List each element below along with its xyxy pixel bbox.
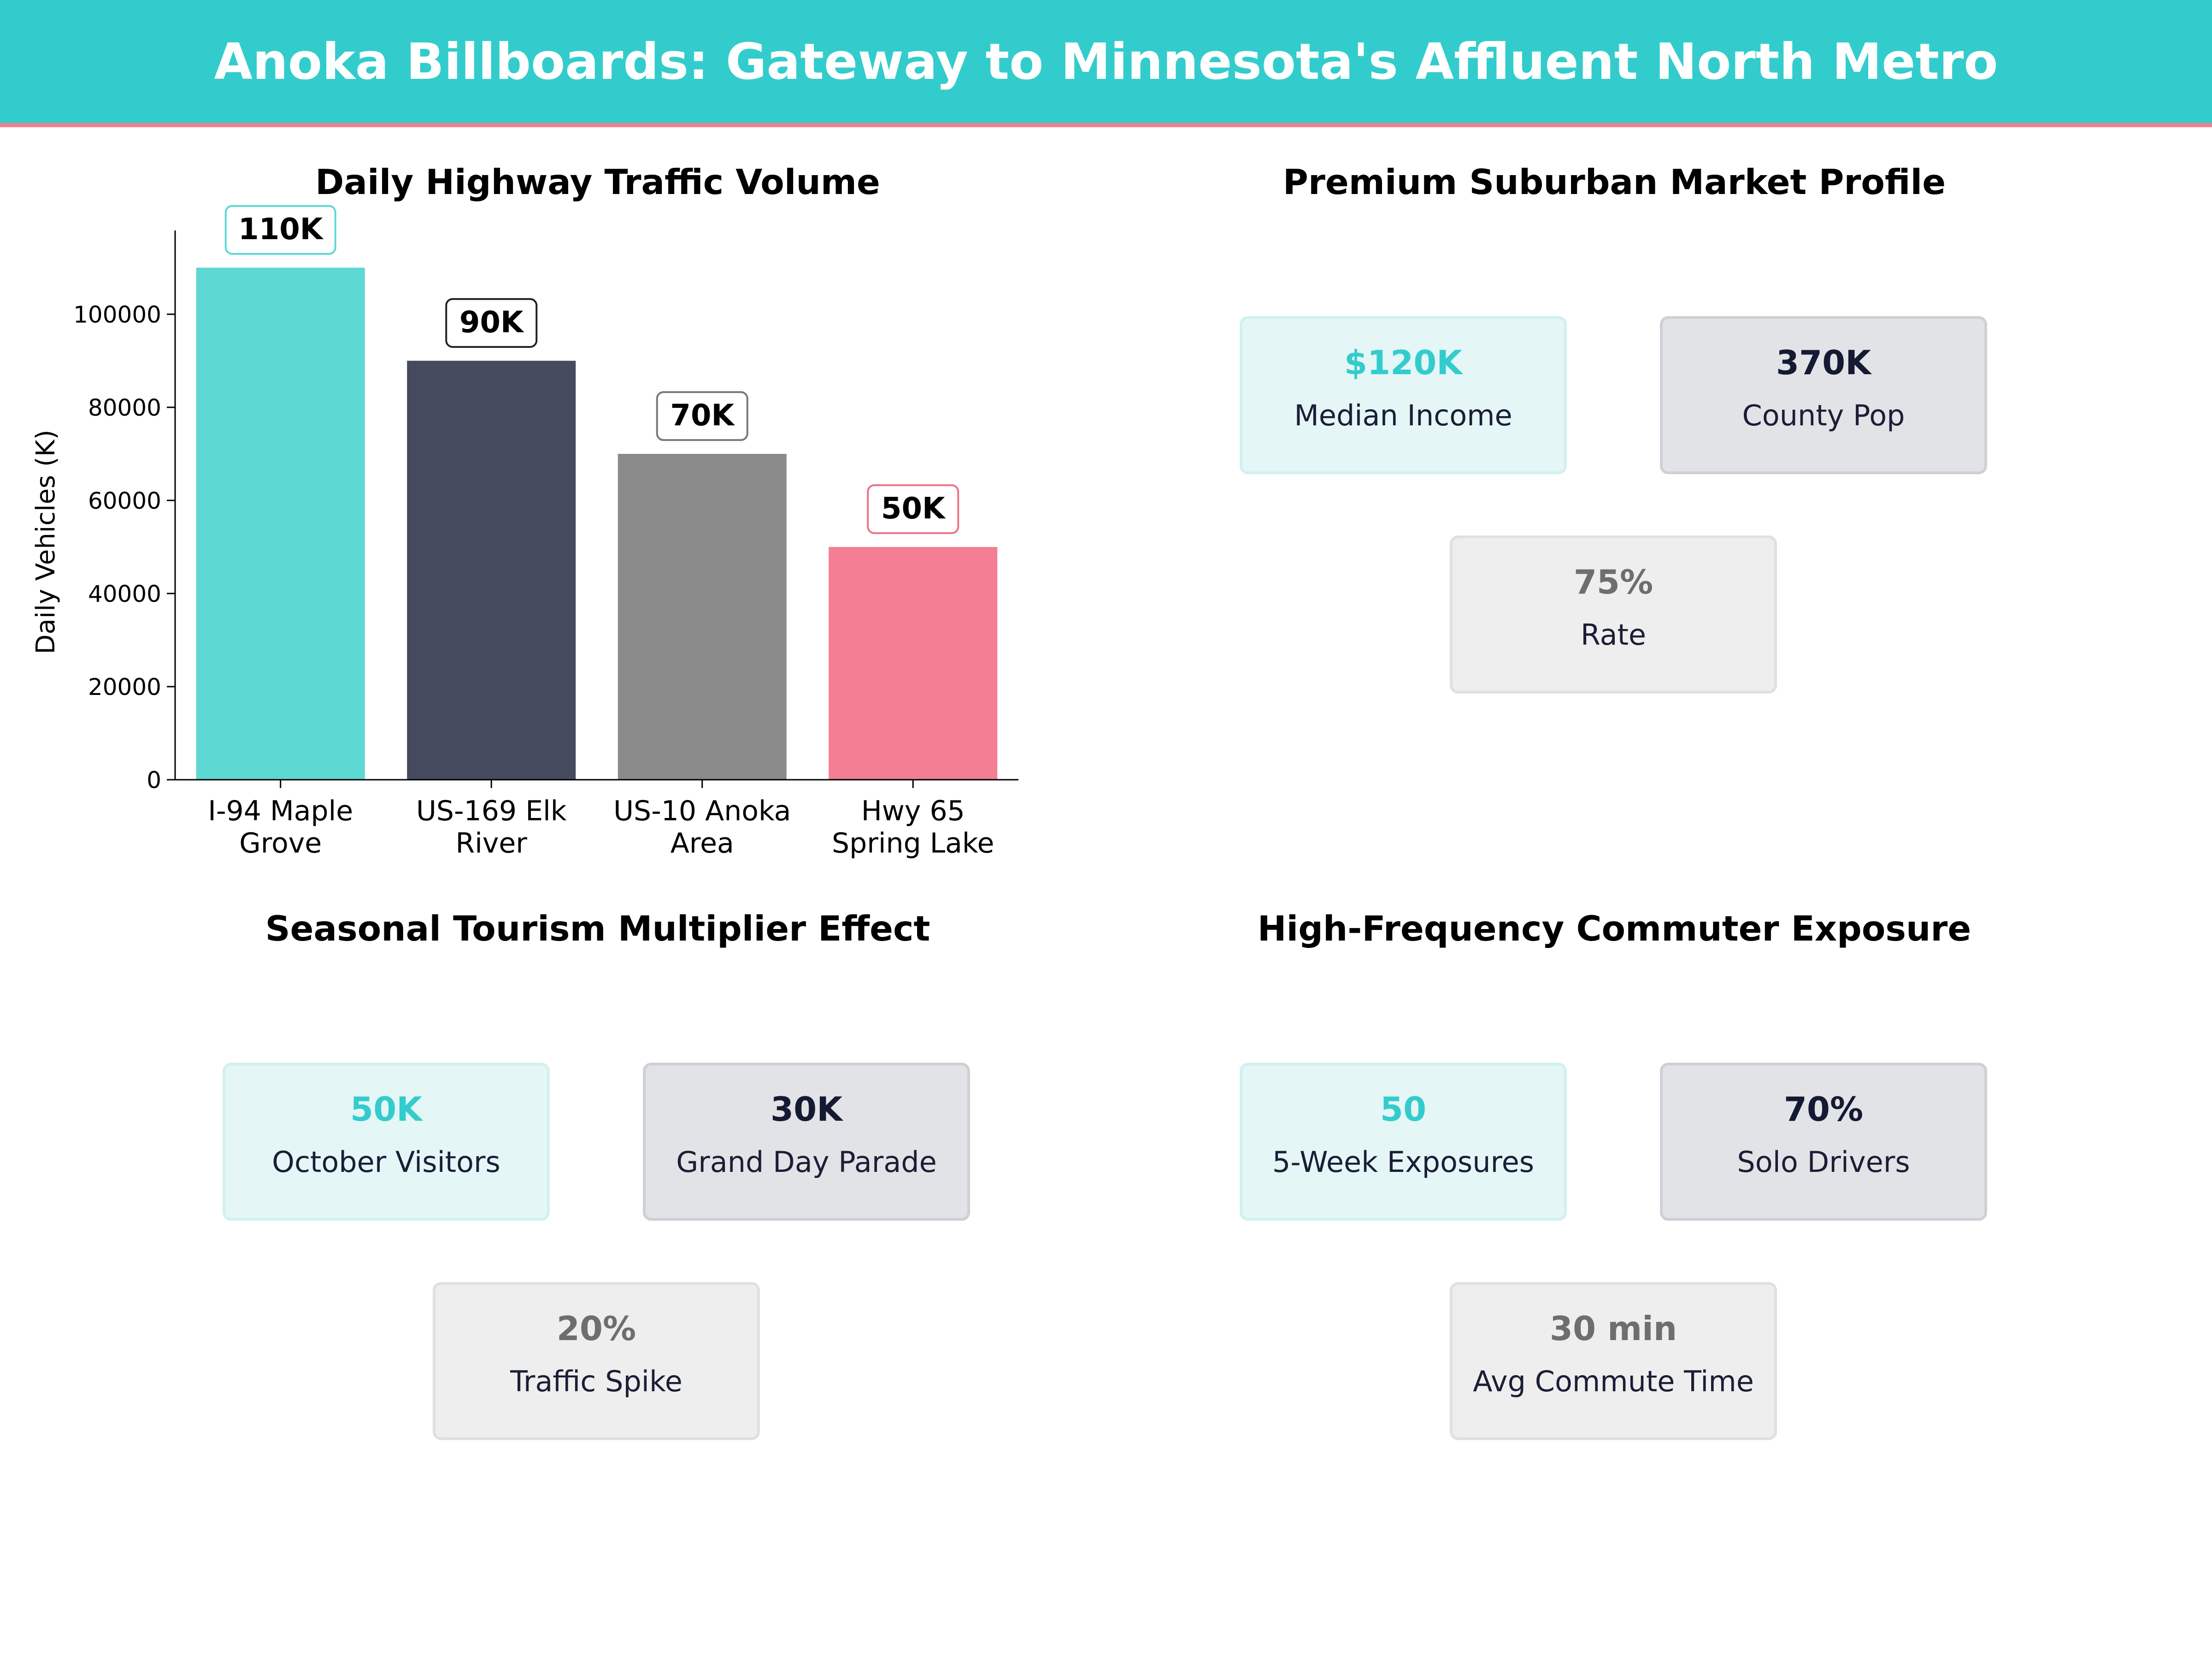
bar-1 — [196, 267, 365, 780]
y-tick-label: 20000 — [88, 674, 161, 700]
rate-value: 75% — [1573, 563, 1653, 601]
october-visitors-label: October Visitors — [272, 1145, 500, 1179]
grand-day-parade-label: Grand Day Parade — [676, 1145, 937, 1179]
traffic-spike-card: 20% Traffic Spike — [433, 1282, 760, 1440]
solo-drivers-label: Solo Drivers — [1737, 1145, 1910, 1179]
county-pop-value: 370K — [1776, 343, 1871, 382]
traffic-bar-chart: 0 20000 40000 60000 80000 100000 Daily Vehicle… — [31, 205, 1018, 859]
header-banner: Anoka Billboards: Gateway to Minnesota's… — [0, 0, 2212, 127]
y-tick-label: 60000 — [88, 488, 161, 514]
grand-day-parade-value: 30K — [771, 1090, 842, 1129]
traffic-spike-label: Traffic Spike — [510, 1365, 682, 1398]
page-title: Anoka Billboards: Gateway to Minnesota's… — [214, 33, 1998, 91]
median-income-value: $120K — [1344, 343, 1463, 382]
x-tick-label: US-10 Anoka Area — [613, 795, 791, 859]
county-pop-label: County Pop — [1742, 399, 1905, 432]
grand-day-parade-card: 30K Grand Day Parade — [643, 1063, 970, 1221]
y-tick-label: 40000 — [88, 581, 161, 607]
five-week-exposures-value: 50 — [1380, 1090, 1427, 1129]
october-visitors-card: 50K October Visitors — [223, 1063, 550, 1221]
traffic-spike-value: 20% — [556, 1309, 636, 1348]
y-axis-label: Daily Vehicles (K) — [31, 429, 61, 654]
october-visitors-value: 50K — [350, 1090, 422, 1129]
five-week-exposures-label: 5-Week Exposures — [1272, 1145, 1535, 1179]
data-label-box-2 — [445, 298, 538, 348]
median-income-card: $120K Median Income — [1240, 316, 1567, 474]
rate-card: 75% Rate — [1450, 535, 1777, 694]
bar-4 — [829, 547, 998, 780]
avg-commute-time-label: Avg Commute Time — [1473, 1365, 1754, 1398]
five-week-exposures-card: 50 5-Week Exposures — [1240, 1063, 1567, 1221]
avg-commute-time-value: 30 min — [1549, 1309, 1677, 1348]
x-tick-label: US-169 Elk River — [416, 795, 567, 859]
bar-3 — [618, 453, 787, 780]
bar-2 — [407, 360, 576, 780]
median-income-label: Median Income — [1294, 399, 1512, 432]
solo-drivers-value: 70% — [1783, 1090, 1864, 1129]
data-label-box-1 — [224, 205, 336, 255]
solo-drivers-card: 70% Solo Drivers — [1660, 1063, 1987, 1221]
y-tick-label: 0 — [147, 767, 161, 794]
commuter-panel-title: High-Frequency Commuter Exposure — [1257, 908, 1971, 949]
data-label-4: 50K — [881, 492, 946, 526]
rate-label: Rate — [1580, 618, 1647, 652]
data-label-box-3 — [656, 391, 748, 441]
x-tick-label: I-94 Maple Grove — [208, 795, 353, 859]
data-label-3: 70K — [670, 399, 735, 433]
county-pop-card: 370K County Pop — [1660, 316, 1987, 474]
tourism-panel-title: Seasonal Tourism Multiplier Effect — [265, 908, 930, 949]
data-label-box-4 — [867, 484, 959, 534]
y-tick-label: 100000 — [73, 301, 161, 328]
data-label-1: 110K — [238, 212, 324, 247]
data-label-2: 90K — [459, 306, 524, 340]
x-tick-label: Hwy 65 Spring Lake — [832, 795, 994, 859]
market-panel-title: Premium Suburban Market Profile — [1282, 162, 1946, 202]
avg-commute-time-card: 30 min Avg Commute Time — [1450, 1282, 1777, 1440]
traffic-chart-title: Daily Highway Traffic Volume — [315, 162, 880, 202]
y-tick-label: 80000 — [88, 394, 161, 421]
